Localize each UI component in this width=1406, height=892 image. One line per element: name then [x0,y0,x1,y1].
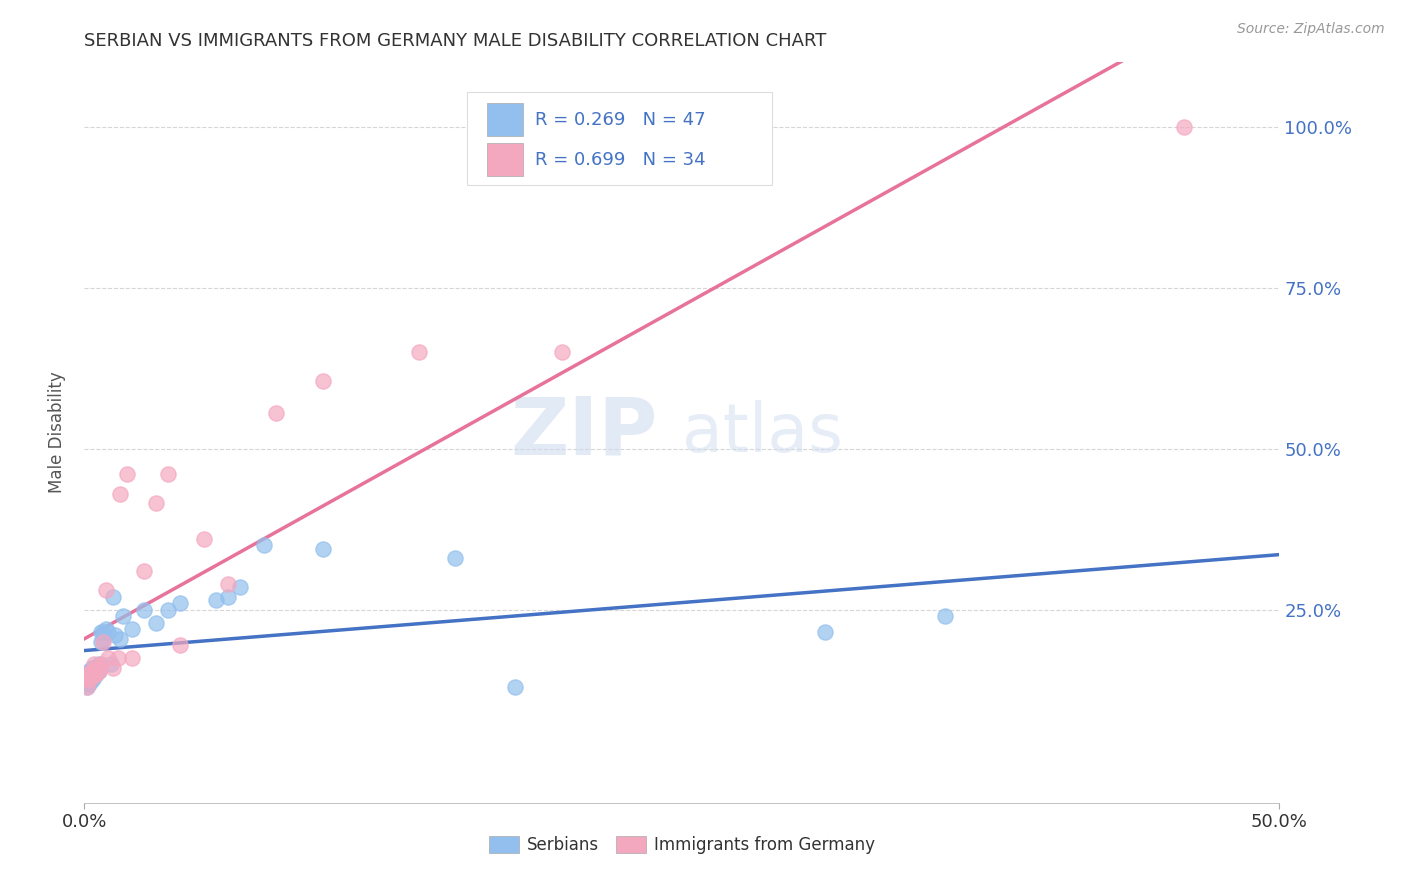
Point [77,667,100,681]
Point [169,638,191,652]
Point [217,590,239,604]
Point [76,670,98,684]
Point [110,487,132,501]
Point [86,664,108,678]
Point [83,667,105,681]
Text: Source: ZipAtlas.com: Source: ZipAtlas.com [1237,22,1385,37]
Point [77,667,100,681]
Point [80,664,103,678]
Point [77,670,100,684]
Point [90,657,112,672]
Point [93,632,115,646]
Point [229,580,252,594]
Point [97,651,120,665]
Point [90,625,112,640]
Point [264,406,287,420]
Point [87,657,110,672]
Point [101,660,124,674]
Point [77,673,100,688]
Point [121,622,143,636]
Point [104,628,127,642]
Point [77,673,100,688]
Point [77,664,100,678]
Point [80,660,103,674]
Point [77,676,100,690]
Point [111,609,134,624]
FancyBboxPatch shape [467,92,772,185]
Point [101,590,124,604]
Point [193,532,215,546]
Point [86,667,108,681]
Point [444,551,467,566]
Point [76,680,98,694]
Point [814,625,837,640]
Point [217,577,239,591]
Point [253,538,276,552]
Point [90,635,112,649]
Point [83,657,105,672]
Point [132,602,156,616]
Point [312,374,335,388]
Point [87,664,110,678]
Text: SERBIAN VS IMMIGRANTS FROM GERMANY MALE DISABILITY CORRELATION CHART: SERBIAN VS IMMIGRANTS FROM GERMANY MALE … [84,32,827,50]
Point [76,670,98,684]
Point [77,670,100,684]
Point [97,625,120,640]
Point [80,664,103,678]
Point [76,680,98,694]
Point [76,673,98,688]
Y-axis label: Male Disability: Male Disability [48,372,66,493]
Point [145,496,167,510]
Point [205,593,228,607]
Point [157,467,180,482]
Point [117,467,139,482]
Point [80,670,103,684]
Point [934,609,956,624]
Point [169,596,191,610]
Point [87,660,110,674]
Point [86,667,108,681]
Text: R = 0.269   N = 47: R = 0.269 N = 47 [534,111,706,128]
Point [94,583,117,598]
Point [86,660,108,674]
FancyBboxPatch shape [486,103,523,136]
FancyBboxPatch shape [486,143,523,177]
Point [76,676,98,690]
Point [86,660,108,674]
Point [121,651,143,665]
Point [87,664,110,678]
Point [94,622,117,636]
Point [83,664,105,678]
Point [132,564,156,578]
Point [1173,120,1195,134]
Point [100,657,122,672]
Text: ZIP: ZIP [510,393,658,472]
Point [93,635,115,649]
Point [83,660,105,674]
Text: atlas: atlas [682,400,842,466]
Legend: Serbians, Immigrants from Germany: Serbians, Immigrants from Germany [482,830,882,861]
Text: R = 0.699   N = 34: R = 0.699 N = 34 [534,151,706,169]
Point [83,670,105,684]
Point [80,670,103,684]
Point [110,632,132,646]
Point [157,602,180,616]
Point [107,651,129,665]
Point [312,541,335,556]
Point [80,673,103,688]
Point [408,345,430,359]
Point [76,667,98,681]
Point [503,680,526,694]
Point [551,345,574,359]
Point [145,615,167,630]
Point [93,625,115,640]
Point [80,667,103,681]
